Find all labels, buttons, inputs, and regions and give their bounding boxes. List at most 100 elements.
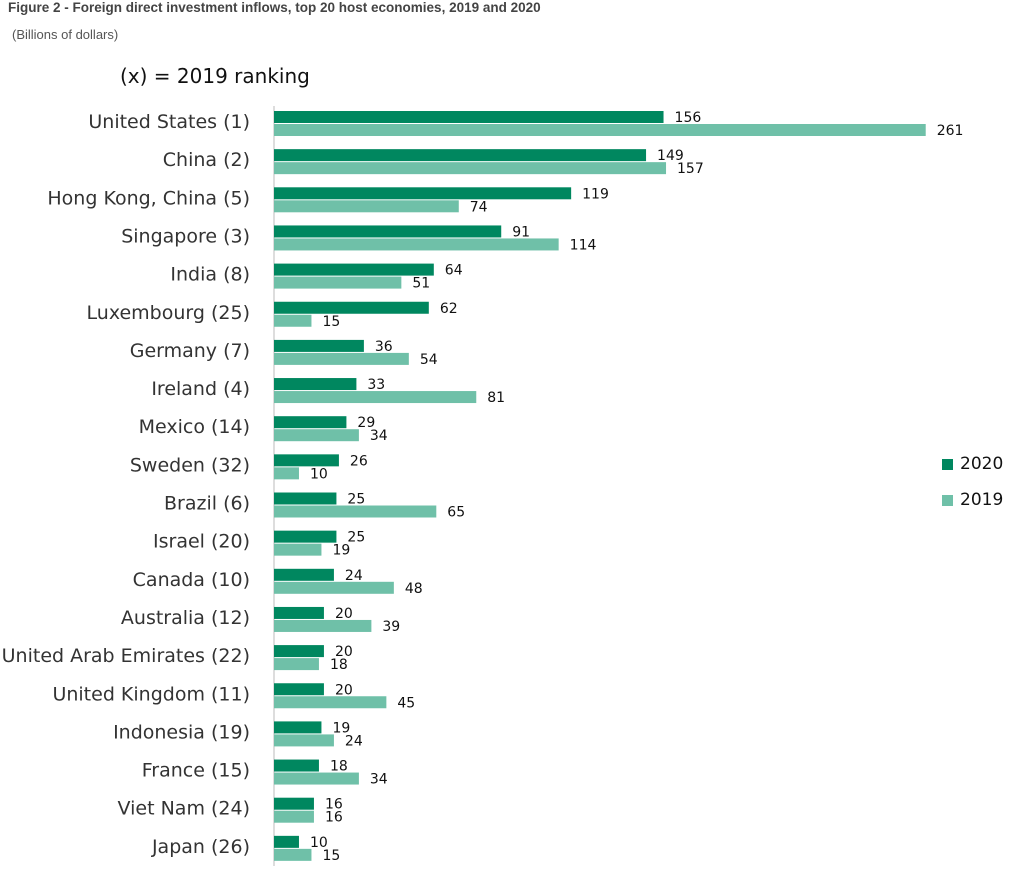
bar-2019-united-arab-emirates-22 <box>274 658 319 671</box>
bar-2019-viet-nam-24 <box>274 810 314 823</box>
category-label-brazil-6: Brazil (6) <box>164 493 250 515</box>
category-label-sweden-32: Sweden (32) <box>130 454 250 476</box>
category-label-hong-kong-china-5: Hong Kong, China (5) <box>47 187 250 209</box>
bar-2019-ireland-4 <box>274 391 477 404</box>
value-label-2020-japan-26: 10 <box>310 835 328 851</box>
bar-2020-mexico-14 <box>274 416 347 429</box>
category-label-luxembourg-25: Luxembourg (25) <box>87 302 250 324</box>
value-label-2019-mexico-14: 34 <box>370 428 388 444</box>
category-label-china-2: China (2) <box>163 149 250 171</box>
bar-2019-australia-12 <box>274 619 372 632</box>
value-label-2020-singapore-3: 91 <box>512 224 530 240</box>
value-label-2019-canada-10: 48 <box>405 581 423 597</box>
bar-2020-indonesia-19 <box>274 721 322 734</box>
value-label-2020-israel-20: 25 <box>347 530 365 546</box>
category-label-canada-10: Canada (10) <box>133 569 250 591</box>
value-label-2020-united-states-1: 156 <box>675 110 702 126</box>
category-label-mexico-14: Mexico (14) <box>139 416 250 438</box>
value-label-2020-indonesia-19: 19 <box>332 720 350 736</box>
category-label-france-15: France (15) <box>142 760 250 782</box>
value-label-2020-france-15: 18 <box>330 759 348 775</box>
value-label-2019-sweden-32: 10 <box>310 466 328 482</box>
value-label-2019-viet-nam-24: 16 <box>325 810 343 826</box>
value-label-2019-israel-20: 19 <box>332 543 350 559</box>
legend-swatch-2020 <box>942 458 953 470</box>
legend-label-2019: 2019 <box>960 490 1004 510</box>
value-label-2020-luxembourg-25: 62 <box>440 301 458 317</box>
bar-2019-sweden-32 <box>274 467 299 480</box>
bar-2020-china-2 <box>274 149 647 162</box>
category-label-japan-26: Japan (26) <box>151 836 250 858</box>
bar-2020-israel-20 <box>274 530 337 543</box>
bar-2019-united-kingdom-11 <box>274 696 387 709</box>
bar-2020-india-8 <box>274 263 434 276</box>
bar-2020-united-states-1 <box>274 111 664 123</box>
bar-2020-france-15 <box>274 759 319 772</box>
category-label-ireland-4: Ireland (4) <box>151 378 250 400</box>
value-label-2020-brazil-6: 25 <box>347 492 365 508</box>
bar-2020-united-kingdom-11 <box>274 683 324 696</box>
value-label-2019-ireland-4: 81 <box>487 390 505 406</box>
value-label-2020-canada-10: 24 <box>345 568 363 584</box>
value-label-2019-united-arab-emirates-22: 18 <box>330 657 348 673</box>
bar-2020-viet-nam-24 <box>274 797 314 810</box>
category-label-united-kingdom-11: United Kingdom (11) <box>52 683 250 705</box>
value-label-2019-germany-7: 54 <box>420 352 438 368</box>
value-label-2020-hong-kong-china-5: 119 <box>582 186 609 202</box>
bar-2019-china-2 <box>274 162 667 175</box>
bar-2019-hong-kong-china-5 <box>274 200 459 213</box>
bar-2020-canada-10 <box>274 568 334 581</box>
value-label-2019-china-2: 157 <box>677 161 704 177</box>
category-label-united-states-1: United States (1) <box>88 111 250 133</box>
legend-item-2019: 2019 <box>942 482 1003 518</box>
category-label-israel-20: Israel (20) <box>153 531 250 553</box>
bar-2020-singapore-3 <box>274 225 502 238</box>
legend-swatch-2019 <box>942 494 953 506</box>
category-label-indonesia-19: Indonesia (19) <box>113 721 250 743</box>
legend-item-2020: 2020 <box>942 446 1003 482</box>
value-label-2020-ireland-4: 33 <box>367 377 385 393</box>
value-label-2020-united-arab-emirates-22: 20 <box>335 644 353 660</box>
bar-2020-luxembourg-25 <box>274 301 429 314</box>
value-label-2019-luxembourg-25: 15 <box>322 314 340 330</box>
legend: 2020 2019 <box>942 446 1003 518</box>
value-label-2020-india-8: 64 <box>445 263 463 279</box>
value-label-2019-brazil-6: 65 <box>447 505 465 521</box>
value-label-2019-hong-kong-china-5: 74 <box>470 199 488 215</box>
bar-2019-indonesia-19 <box>274 734 334 747</box>
bar-2019-brazil-6 <box>274 505 437 518</box>
bar-2019-united-states-1 <box>274 124 926 136</box>
value-label-2020-china-2: 149 <box>657 148 684 164</box>
value-label-2019-india-8: 51 <box>412 276 430 292</box>
bar-2020-brazil-6 <box>274 492 337 505</box>
value-label-2020-united-kingdom-11: 20 <box>335 682 353 698</box>
bar-2020-ireland-4 <box>274 378 357 391</box>
bar-2019-israel-20 <box>274 543 322 556</box>
value-label-2019-united-states-1: 261 <box>937 123 964 139</box>
value-label-2020-sweden-32: 26 <box>350 453 368 469</box>
category-label-singapore-3: Singapore (3) <box>121 225 250 247</box>
bar-2019-mexico-14 <box>274 429 359 442</box>
value-label-2019-united-kingdom-11: 45 <box>397 695 415 711</box>
bar-2020-japan-26 <box>274 835 299 848</box>
bar-2019-india-8 <box>274 276 402 289</box>
bar-2020-germany-7 <box>274 339 364 352</box>
value-label-2020-germany-7: 36 <box>375 339 393 355</box>
figure-subtitle: (Billions of dollars) <box>12 27 119 42</box>
bar-2019-canada-10 <box>274 581 394 594</box>
value-label-2019-australia-12: 39 <box>382 619 400 635</box>
value-label-2019-japan-26: 15 <box>322 848 340 864</box>
category-label-india-8: India (8) <box>170 264 250 286</box>
figure-title: Figure 2 - Foreign direct investment inf… <box>8 0 541 15</box>
bar-2020-sweden-32 <box>274 454 339 467</box>
value-label-2020-mexico-14: 29 <box>357 415 375 431</box>
value-label-2020-australia-12: 20 <box>335 606 353 622</box>
value-label-2019-singapore-3: 114 <box>570 237 597 253</box>
bar-2020-australia-12 <box>274 606 324 619</box>
bar-2020-hong-kong-china-5 <box>274 187 572 200</box>
legend-label-2020: 2020 <box>960 454 1004 474</box>
bar-2019-germany-7 <box>274 352 409 365</box>
category-label-australia-12: Australia (12) <box>121 607 250 629</box>
